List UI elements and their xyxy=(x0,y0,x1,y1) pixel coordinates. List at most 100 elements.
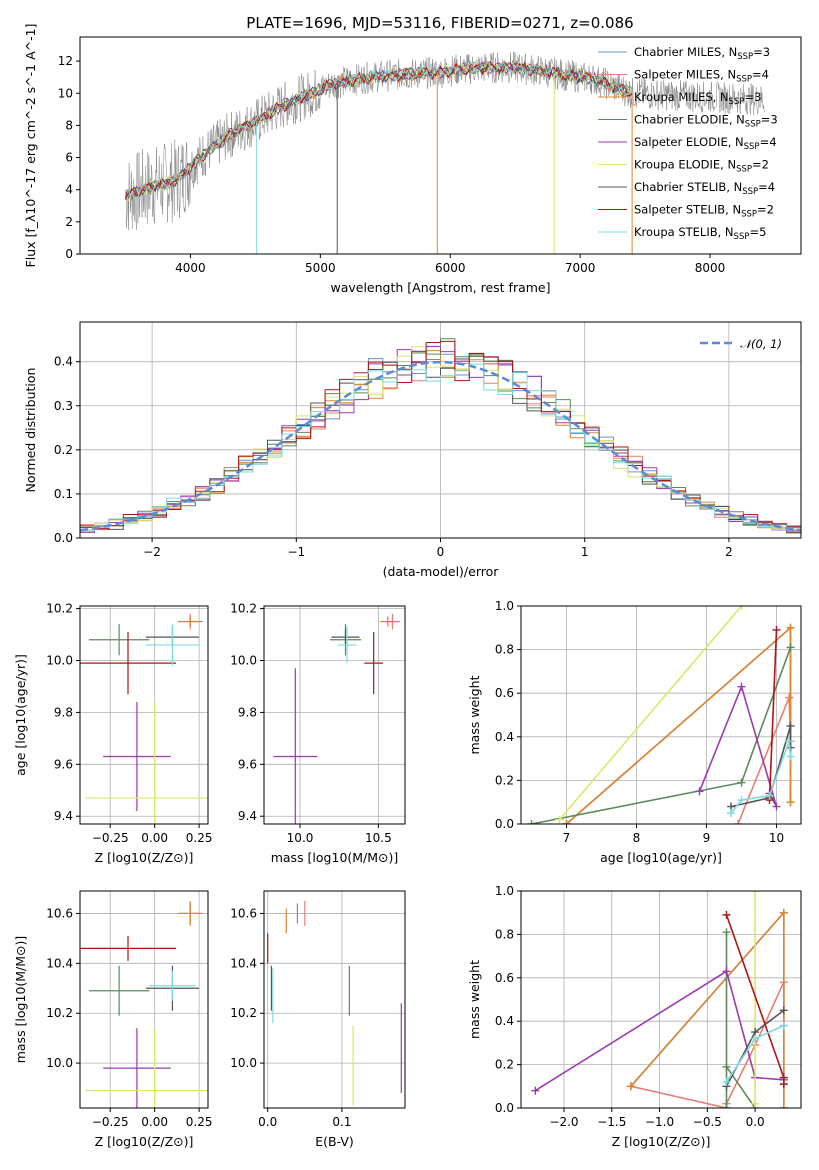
y-tick-label: 10.0 xyxy=(46,654,73,668)
legend-count: =2 xyxy=(757,203,774,217)
legend-subscript: SSP xyxy=(741,210,757,220)
model-line-salpeter-elodie xyxy=(125,61,633,201)
legend-subscript: SSP xyxy=(736,165,752,175)
x-axis-label: Z [log10(Z/Z⊙)] xyxy=(612,1134,711,1149)
series-marker xyxy=(722,967,731,976)
series-marker xyxy=(779,1006,788,1015)
y-tick-label: 6 xyxy=(65,151,73,165)
series-marker xyxy=(786,623,795,632)
x-tick-label: −2 xyxy=(143,545,161,559)
y-tick-label: 0 xyxy=(65,247,73,261)
plot-area-weight_vs_Z xyxy=(531,891,788,1108)
y-tick-label: 10.2 xyxy=(230,602,257,616)
y-tick-label: 9.8 xyxy=(54,705,73,719)
series-marker xyxy=(695,787,704,796)
series-marker xyxy=(751,891,760,895)
chart-weight_vs_age: 7 8 9 10 0.0 0.2 0.4 0.6 0.8 1.0 age [log10(age/yr… xyxy=(467,599,802,865)
y-tick-label: 10.2 xyxy=(230,1006,257,1020)
legend: Chabrier MILES, NSSP=3 Salpeter MILES, NS… xyxy=(598,45,778,242)
x-tick-label: 0.00 xyxy=(141,831,168,845)
plot-area-spectrum xyxy=(125,51,765,254)
axes-frame xyxy=(79,605,209,825)
series-line xyxy=(531,647,792,824)
x-tick-label: 8000 xyxy=(695,261,726,275)
figure-title: PLATE=1696, MJD=53116, FIBERID=0271, z=0… xyxy=(246,14,633,32)
series-marker xyxy=(779,1021,788,1030)
histogram-salpeter-stelib xyxy=(80,340,801,530)
y-tick-label: 10 xyxy=(58,86,73,100)
y-tick-label: 0.4 xyxy=(495,1014,514,1028)
y-tick-label: 0.3 xyxy=(54,399,73,413)
x-tick-label: 0.0 xyxy=(746,1115,765,1129)
series-marker xyxy=(737,682,746,691)
x-tick-label: 5000 xyxy=(305,261,336,275)
x-axis-label: Z [log10(Z/Z⊙)] xyxy=(95,850,194,865)
y-tick-label: 0.2 xyxy=(495,773,514,787)
series-marker xyxy=(737,796,746,805)
legend-subscript: SSP xyxy=(734,232,750,242)
series-marker xyxy=(562,820,571,824)
series-marker xyxy=(786,721,795,730)
plot-area-mass_vs_Z xyxy=(80,900,208,1108)
axes-frame xyxy=(263,890,406,1109)
series-marker xyxy=(527,820,536,824)
series-marker xyxy=(785,693,794,702)
y-tick-label: 9.6 xyxy=(54,757,73,771)
x-tick-label: 0.25 xyxy=(186,831,213,845)
legend-subscript: SSP xyxy=(742,187,758,197)
legend-subscript: SSP xyxy=(736,75,752,85)
model-line-chabrier-stelib xyxy=(125,60,633,200)
y-tick-label: 9.8 xyxy=(238,705,257,719)
legend-entry: Chabrier MILES, NSSP=3 xyxy=(634,45,770,62)
x-tick-label: 0.1 xyxy=(332,1115,351,1129)
x-axis-label: (data-model)/error xyxy=(383,564,500,579)
series-marker xyxy=(786,798,795,807)
y-tick-label: 0.6 xyxy=(495,686,514,700)
series-marker xyxy=(722,928,731,937)
y-axis-label: mass weight xyxy=(467,960,482,1039)
legend-count: =4 xyxy=(758,180,775,194)
legend-subscript: SSP xyxy=(745,120,761,130)
model-line-chabrier-elodie xyxy=(125,62,633,201)
x-tick-label: 8 xyxy=(633,831,641,845)
legend-entry: Kroupa MILES, NSSP=3 xyxy=(634,90,761,107)
y-axis-label: mass [log10(M/M⊙)] xyxy=(13,936,28,1064)
y-tick-label: 0.0 xyxy=(495,1101,514,1115)
series-line xyxy=(558,606,743,821)
legend-entry: 𝒩(0, 1) xyxy=(740,337,782,351)
series-marker xyxy=(785,737,794,746)
x-tick-label: −2.0 xyxy=(549,1115,578,1129)
y-axis-label: Flux [f_λ10^-17 erg cm^-2 s^-1 A^-1] xyxy=(23,24,38,268)
series-marker xyxy=(751,1099,760,1108)
legend-entry: Chabrier ELODIE, NSSP=3 xyxy=(634,113,778,130)
y-tick-label: 10.0 xyxy=(46,1056,73,1070)
legend-count: =3 xyxy=(761,113,778,127)
y-tick-label: 9.4 xyxy=(54,809,73,823)
legend-entry: Salpeter STELIB, NSSP=2 xyxy=(634,203,774,220)
plot-area-weight_vs_age xyxy=(527,606,795,824)
series-marker xyxy=(779,1104,788,1108)
chart-mass_vs_Z: −0.25 0.00 0.25 10.0 10.2 10.4 10.6 Z [log10(Z/… xyxy=(13,890,212,1149)
y-tick-label: 2 xyxy=(65,215,73,229)
chart-spectrum: 4000 5000 6000 7000 8000 0 2 4 6 8 10 12 Chabrier MI… xyxy=(23,24,802,295)
plot-area-residuals xyxy=(80,338,801,534)
legend-entry: Kroupa STELIB, NSSP=5 xyxy=(634,225,766,242)
series-marker xyxy=(779,908,788,917)
x-tick-label: 0.0 xyxy=(258,1115,277,1129)
y-tick-label: 0.4 xyxy=(495,730,514,744)
x-tick-label: −1.5 xyxy=(597,1115,626,1129)
series-marker xyxy=(722,1062,731,1071)
legend-count: =3 xyxy=(744,90,761,104)
x-tick-label: 10.5 xyxy=(365,831,392,845)
y-tick-label: 10.2 xyxy=(46,602,73,616)
axes-frame xyxy=(79,36,802,255)
legend-subscript: SSP xyxy=(744,142,760,152)
y-tick-label: 0.2 xyxy=(54,443,73,457)
model-line-kroupa-stelib xyxy=(125,62,633,200)
y-tick-label: 10.6 xyxy=(230,906,257,920)
legend-entry: Salpeter MILES, NSSP=4 xyxy=(634,68,769,85)
y-tick-label: 10.2 xyxy=(46,1006,73,1020)
series-marker xyxy=(734,820,742,824)
y-tick-label: 0.8 xyxy=(495,927,514,941)
